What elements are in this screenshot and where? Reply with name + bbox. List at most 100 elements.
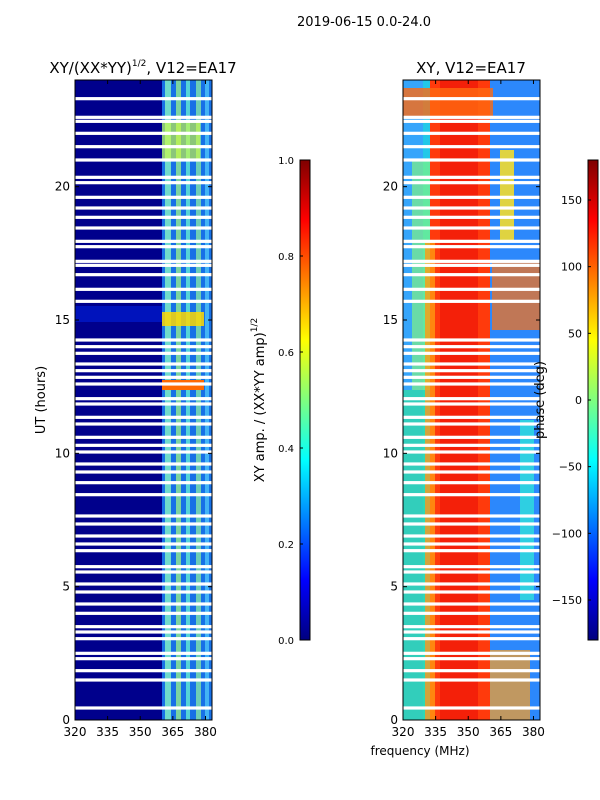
amplitude-ytick-label: 20 — [55, 180, 70, 194]
phase-gap-row — [403, 669, 540, 673]
amplitude-gap-row — [75, 450, 212, 454]
phase-xtick-label: 320 — [392, 725, 415, 739]
amplitude-gap-row — [75, 263, 212, 267]
amplitude-gap-row — [75, 542, 212, 546]
amplitude-gap-row — [75, 375, 212, 379]
amplitude-gap-row — [75, 678, 212, 682]
amplitude-data-gaps — [75, 97, 212, 710]
amplitude-gap-row — [75, 226, 212, 230]
amplitude-gap-row — [75, 493, 212, 497]
amplitude-colorbar-tick-label: 0.6 — [278, 348, 294, 359]
amplitude-gap-row — [75, 706, 212, 710]
amplitude-gap-row — [75, 259, 212, 263]
amplitude-xtick-label: 365 — [161, 725, 184, 739]
amplitude-colorbar: 0.0 0.2 0.4 0.6 0.8 1.0 XY amp. / (XX*YY amp)… — [250, 156, 311, 647]
amplitude-gap-row — [75, 362, 212, 366]
phase-gap-row — [403, 158, 540, 162]
phase-gap-row — [403, 602, 540, 606]
amplitude-ytick-label: 0 — [62, 713, 70, 727]
phase-gap-row — [403, 415, 540, 419]
amplitude-gap-row — [75, 435, 212, 439]
phase-gap-row — [403, 382, 540, 386]
phase-gap-row — [403, 534, 540, 538]
amplitude-gap-row — [75, 345, 212, 349]
phase-gap-row — [403, 678, 540, 682]
amplitude-gap-row — [75, 299, 212, 303]
phase-gap-row — [403, 119, 540, 123]
amplitude-gap-row — [75, 625, 212, 629]
amplitude-gap-row — [75, 97, 212, 101]
figure-title: 2019-06-15 0.0-24.0 — [297, 15, 431, 30]
amplitude-axes-frame — [74, 79, 213, 721]
phase-gap-row — [403, 522, 540, 526]
amplitude-gap-row — [75, 522, 212, 526]
amplitude-gap-row — [75, 582, 212, 586]
phase-gap-row — [403, 175, 540, 179]
phase-gap-row — [403, 443, 540, 447]
phase-xtick-label: 380 — [522, 725, 545, 739]
phase-gap-row — [403, 706, 540, 710]
amplitude-gap-row — [75, 273, 212, 277]
phase-gap-row — [403, 590, 540, 594]
phase-xtick-label: 365 — [489, 725, 512, 739]
amplitude-panel-title: XY/(XX*YY)1/2, V12=EA17 — [49, 59, 236, 77]
amplitude-gap-row — [75, 338, 212, 342]
phase-data-gaps — [403, 97, 540, 710]
phase-gap-row — [403, 215, 540, 219]
amplitude-gap-row — [75, 382, 212, 386]
phase-xlabel: frequency (MHz) — [370, 744, 469, 758]
amplitude-gap-row — [75, 611, 212, 615]
amplitude-ytick-label: 15 — [55, 313, 70, 327]
phase-gap-row — [403, 181, 540, 185]
phase-gap-row — [403, 570, 540, 574]
amplitude-gap-row — [75, 239, 212, 243]
amplitude-xtick-label: 350 — [129, 725, 152, 739]
phase-gap-row — [403, 470, 540, 474]
amplitude-gap-row — [75, 115, 212, 119]
amplitude-colorbar-tick-label: 1.0 — [278, 156, 294, 167]
amplitude-gap-row — [75, 481, 212, 485]
phase-gap-row — [403, 397, 540, 401]
amplitude-gap-row — [75, 245, 212, 249]
phase-gap-row — [403, 273, 540, 277]
amplitude-gap-row — [75, 158, 212, 162]
phase-ytick-label: 15 — [383, 313, 398, 327]
phase-gap-row — [403, 299, 540, 303]
phase-gap-row — [403, 611, 540, 615]
phase-gap-row — [403, 435, 540, 439]
amplitude-colorbar-tick-label: 0.2 — [278, 540, 294, 551]
amplitude-gap-row — [75, 369, 212, 373]
phase-right-patch — [492, 260, 540, 330]
phase-xtick-label: 350 — [457, 725, 480, 739]
amplitude-gap-row — [75, 351, 212, 355]
amplitude-gap-row — [75, 657, 212, 661]
phase-gap-row — [403, 375, 540, 379]
amplitude-ytick-label: 5 — [62, 580, 70, 594]
phase-gap-row — [403, 239, 540, 243]
amplitude-gap-row — [75, 637, 212, 641]
phase-colorbar-tick-label: −50 — [559, 461, 582, 474]
phase-gap-row — [403, 259, 540, 263]
amplitude-gap-row — [75, 470, 212, 474]
amplitude-heatmap — [75, 80, 212, 720]
phase-colorbar-tick-label: −100 — [552, 527, 582, 540]
amplitude-gap-row — [75, 145, 212, 149]
phase-gap-row — [403, 422, 540, 426]
amplitude-colorbar-tick-label: 0.4 — [278, 444, 294, 455]
amplitude-gap-row — [75, 195, 212, 199]
amplitude-gap-row — [75, 602, 212, 606]
amplitude-gap-row — [75, 630, 212, 634]
phase-colorbar-tick-label: 50 — [568, 327, 582, 340]
phase-gap-row — [403, 195, 540, 199]
phase-gap-row — [403, 345, 540, 349]
amplitude-colorbar-tick-label: 0.0 — [278, 636, 294, 647]
phase-gap-row — [403, 131, 540, 135]
phase-ytick-label: 0 — [390, 713, 398, 727]
amplitude-hot-row — [162, 312, 204, 326]
amplitude-gap-row — [75, 669, 212, 673]
phase-panel-title: XY, V12=EA17 — [416, 59, 526, 77]
phase-axes-frame — [402, 79, 541, 721]
amplitude-gap-row — [75, 651, 212, 655]
phase-xtick-label: 335 — [424, 725, 447, 739]
